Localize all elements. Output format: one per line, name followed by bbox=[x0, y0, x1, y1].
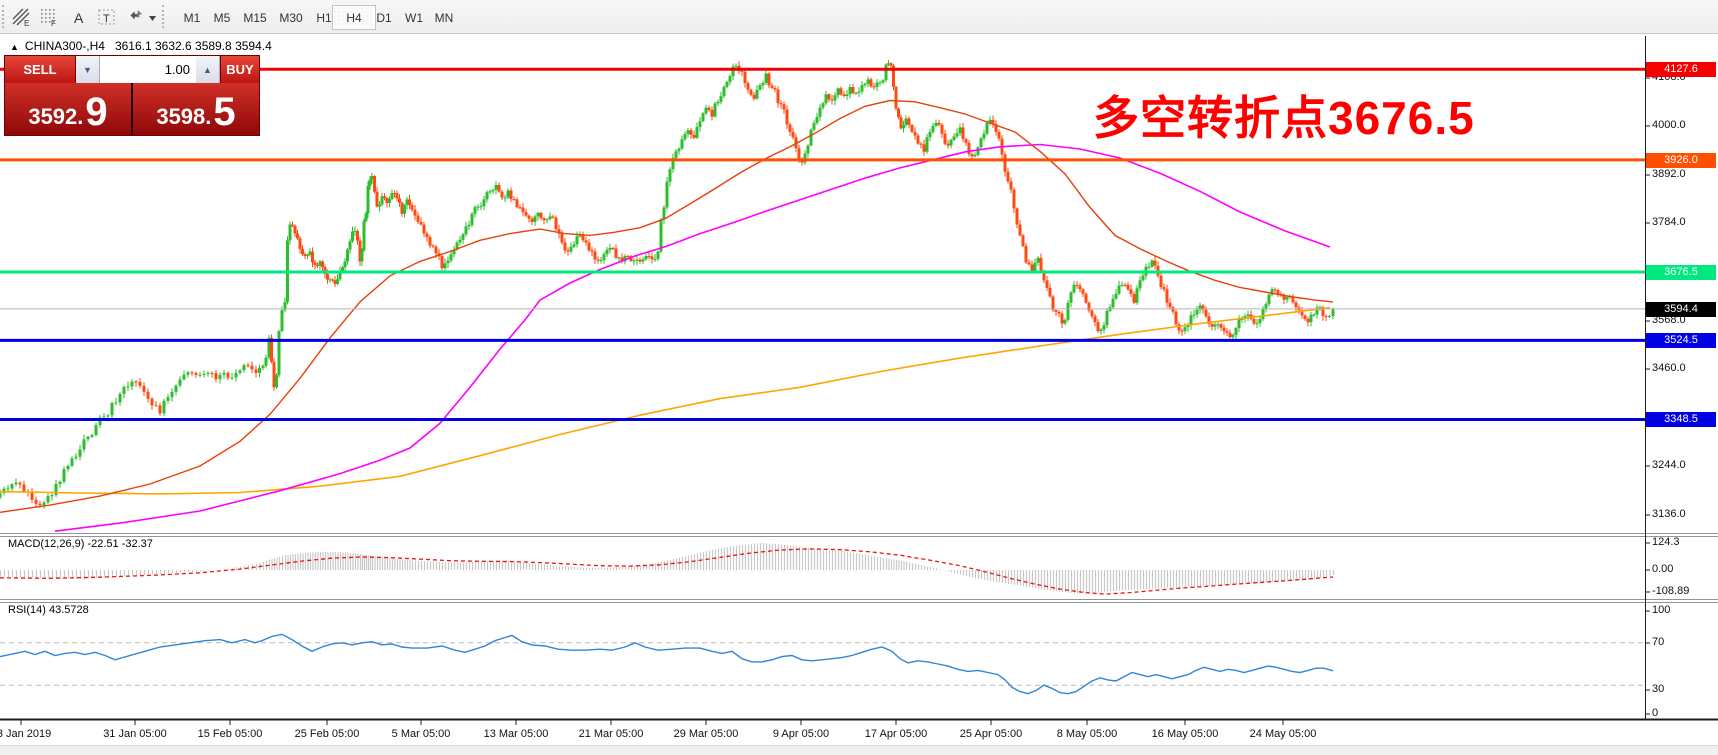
price-axis-label: 3460.0 bbox=[1652, 362, 1686, 374]
timeframe-button-m15[interactable]: M15 bbox=[243, 10, 267, 25]
buy-price-pip: 5 bbox=[213, 90, 236, 134]
buy-button[interactable]: BUY bbox=[220, 56, 259, 83]
arrows-tool-icon[interactable] bbox=[124, 4, 160, 29]
timeframe-button-m5[interactable]: M5 bbox=[213, 10, 231, 25]
draw-hatch-e-icon[interactable]: E bbox=[8, 4, 33, 29]
svg-text:F: F bbox=[51, 19, 56, 27]
toolbar-gripper[interactable] bbox=[2, 5, 8, 28]
macd-axis-label: 0.00 bbox=[1652, 563, 1674, 575]
chart-title: ▲ CHINA300-,H4 3616.1 3632.6 3589.8 3594.4 bbox=[10, 39, 272, 53]
sell-price-dot: . bbox=[77, 104, 84, 129]
time-axis-label: 24 May 05:00 bbox=[1249, 728, 1317, 740]
sell-price-pip: 9 bbox=[85, 90, 108, 134]
timeframe-button-h1[interactable]: H1 bbox=[316, 10, 332, 25]
window-bottom-edge bbox=[0, 745, 1718, 755]
time-axis-label: 29 Mar 05:00 bbox=[673, 728, 739, 740]
price-level-badge: 3676.5 bbox=[1646, 265, 1716, 280]
rsi-axis-label: 30 bbox=[1652, 683, 1665, 695]
ohlc-values: 3616.1 3632.6 3589.8 3594.4 bbox=[114, 39, 272, 53]
time-axis-label: 9 Apr 05:00 bbox=[772, 728, 830, 740]
price-axis-label: 3784.0 bbox=[1652, 216, 1686, 228]
symbol-period-label: CHINA300-,H4 bbox=[24, 39, 105, 53]
timeframe-button-w1[interactable]: W1 bbox=[405, 10, 423, 25]
price-level-badge: 3348.5 bbox=[1646, 412, 1716, 427]
time-axis-label: 21 Mar 05:00 bbox=[578, 728, 644, 740]
buy-price-main: 3598 bbox=[156, 104, 206, 129]
price-level-badge: 3524.5 bbox=[1646, 333, 1716, 348]
time-axis-label: 16 May 05:00 bbox=[1151, 728, 1219, 740]
price-level-badge: 3594.4 bbox=[1646, 302, 1716, 317]
timeframe-button-h4[interactable]: H4 bbox=[332, 5, 376, 30]
price-axis-label: 3136.0 bbox=[1652, 508, 1686, 520]
svg-text:E: E bbox=[24, 19, 29, 27]
price-axis-label: 3892.0 bbox=[1652, 168, 1686, 180]
volume-increase-button[interactable]: ▲ bbox=[196, 56, 220, 83]
toolbar: E F A T M1 M5 M15 M30 H1 H4 D1 W1 MN bbox=[0, 0, 1718, 34]
price-axis-label: 3568.0 bbox=[1652, 314, 1686, 326]
price-axis-label: 3244.0 bbox=[1652, 459, 1686, 471]
svg-text:A: A bbox=[74, 10, 84, 26]
time-axis-label: 17 Apr 05:00 bbox=[864, 728, 928, 740]
chart-window[interactable]: ▲ CHINA300-,H4 3616.1 3632.6 3589.8 3594.4… bbox=[0, 34, 1718, 755]
time-axis-label: 15 Feb 05:00 bbox=[197, 728, 263, 740]
macd-indicator-label: MACD(12,26,9) -22.51 -32.37 bbox=[8, 538, 153, 550]
buy-price-display[interactable]: 3598 . 5 bbox=[133, 83, 259, 135]
rsi-axis-label: 100 bbox=[1652, 604, 1671, 616]
macd-axis-label: -108.89 bbox=[1652, 585, 1690, 597]
text-box-icon[interactable]: T bbox=[94, 4, 119, 29]
buy-price-dot: . bbox=[205, 104, 212, 129]
time-axis-label: 31 Jan 05:00 bbox=[103, 728, 167, 740]
price-axis-label: 4000.0 bbox=[1652, 119, 1686, 131]
price-level-badge: 4127.6 bbox=[1646, 62, 1716, 77]
volume-input[interactable] bbox=[100, 56, 196, 83]
time-axis-label: 23 Jan 2019 bbox=[0, 728, 52, 740]
label-a-icon[interactable]: A bbox=[66, 4, 91, 29]
price-level-badge: 3926.0 bbox=[1646, 153, 1716, 168]
time-axis-label: 5 Mar 05:00 bbox=[391, 728, 451, 740]
time-axis-label: 8 May 05:00 bbox=[1056, 728, 1118, 740]
price-chart-canvas[interactable] bbox=[0, 34, 1718, 755]
macd-axis-label: 124.3 bbox=[1652, 536, 1680, 548]
volume-decrease-button[interactable]: ▼ bbox=[76, 56, 100, 83]
chart-annotation-text: 多空转折点3676.5 bbox=[1093, 92, 1475, 144]
toolbar-separator bbox=[162, 5, 168, 28]
timeframe-button-mn[interactable]: MN bbox=[434, 10, 454, 25]
rsi-axis-label: 0 bbox=[1652, 707, 1659, 719]
timeframe-button-m1[interactable]: M1 bbox=[183, 10, 201, 25]
time-axis-label: 25 Feb 05:00 bbox=[294, 728, 360, 740]
grid-f-icon[interactable]: F bbox=[36, 4, 61, 29]
rsi-axis-label: 70 bbox=[1652, 636, 1665, 648]
time-axis-label: 25 Apr 05:00 bbox=[959, 728, 1023, 740]
sell-price-main: 3592 bbox=[28, 104, 78, 129]
timeframe-button-m30[interactable]: M30 bbox=[279, 10, 303, 25]
svg-text:T: T bbox=[103, 13, 110, 25]
rsi-indicator-label: RSI(14) 43.5728 bbox=[8, 604, 89, 616]
sell-price-display[interactable]: 3592 . 9 bbox=[5, 83, 133, 135]
time-axis-label: 13 Mar 05:00 bbox=[483, 728, 549, 740]
one-click-trading-panel: SELL ▼ ▲ BUY 3592 . 9 3598 . 5 bbox=[4, 55, 260, 136]
collapse-triangle-icon[interactable]: ▲ bbox=[10, 42, 19, 52]
timeframe-button-d1[interactable]: D1 bbox=[376, 10, 392, 25]
sell-button[interactable]: SELL bbox=[5, 56, 76, 83]
